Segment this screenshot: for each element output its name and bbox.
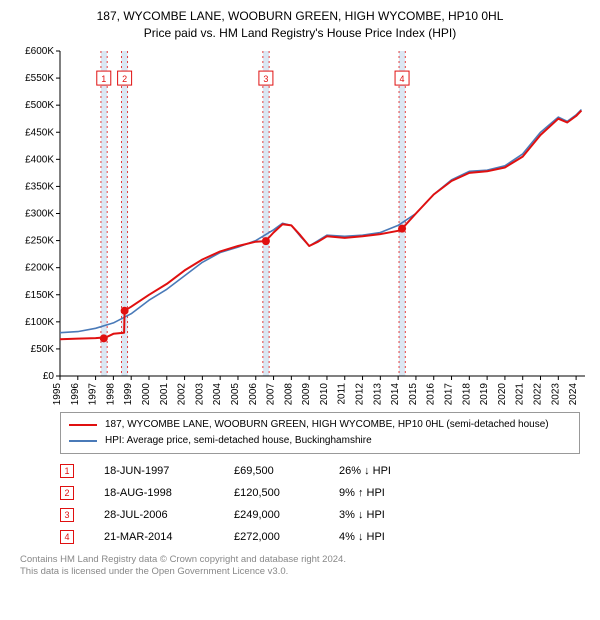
transaction-diff: 9% ↑ HPI [339, 487, 449, 499]
svg-text:2009: 2009 [301, 382, 312, 405]
transaction-diff: 26% ↓ HPI [339, 465, 449, 477]
svg-text:2017: 2017 [444, 382, 455, 405]
svg-text:2004: 2004 [212, 382, 223, 405]
transaction-date: 18-AUG-1998 [104, 487, 234, 499]
table-row: 3 28-JUL-2006 £249,000 3% ↓ HPI [60, 504, 580, 526]
svg-text:2014: 2014 [390, 382, 401, 405]
svg-text:2020: 2020 [497, 382, 508, 405]
transactions-table: 1 18-JUN-1997 £69,500 26% ↓ HPI 2 18-AUG… [60, 460, 580, 548]
svg-text:£500K: £500K [25, 100, 54, 111]
transaction-date: 21-MAR-2014 [104, 531, 234, 543]
transaction-diff: 4% ↓ HPI [339, 531, 449, 543]
transaction-marker-icon: 1 [60, 464, 74, 478]
transaction-price: £69,500 [234, 465, 339, 477]
legend-item: 187, WYCOMBE LANE, WOOBURN GREEN, HIGH W… [69, 417, 571, 433]
svg-text:2018: 2018 [461, 382, 472, 405]
legend-label: HPI: Average price, semi-detached house,… [105, 435, 372, 446]
svg-text:2016: 2016 [426, 382, 437, 405]
transaction-marker-icon: 4 [60, 530, 74, 544]
table-row: 2 18-AUG-1998 £120,500 9% ↑ HPI [60, 482, 580, 504]
footer-line-1: Contains HM Land Registry data © Crown c… [20, 554, 580, 566]
svg-text:1997: 1997 [88, 382, 99, 405]
svg-text:1995: 1995 [52, 382, 63, 405]
svg-text:£600K: £600K [25, 46, 54, 57]
footer-attribution: Contains HM Land Registry data © Crown c… [20, 554, 580, 579]
svg-text:2019: 2019 [479, 382, 490, 405]
transaction-price: £272,000 [234, 531, 339, 543]
svg-text:2006: 2006 [248, 382, 259, 405]
svg-text:2003: 2003 [194, 382, 205, 405]
svg-text:4: 4 [400, 74, 405, 84]
svg-text:1: 1 [101, 74, 106, 84]
svg-text:£0: £0 [43, 371, 55, 382]
svg-text:2022: 2022 [533, 382, 544, 405]
svg-text:1999: 1999 [123, 382, 134, 405]
svg-text:2001: 2001 [159, 382, 170, 405]
footer-line-2: This data is licensed under the Open Gov… [20, 566, 580, 578]
transaction-marker-icon: 3 [60, 508, 74, 522]
svg-text:2021: 2021 [515, 382, 526, 405]
table-row: 1 18-JUN-1997 £69,500 26% ↓ HPI [60, 460, 580, 482]
svg-text:2002: 2002 [177, 382, 188, 405]
svg-text:2013: 2013 [372, 382, 383, 405]
chart-svg: £0 £50K £100K £150K £200K £250K £300K £350K £400… [10, 46, 590, 406]
chart-title: 187, WYCOMBE LANE, WOOBURN GREEN, HIGH W… [10, 8, 590, 42]
svg-text:1996: 1996 [70, 382, 81, 405]
legend-swatch [69, 440, 97, 442]
svg-text:£50K: £50K [31, 344, 55, 355]
transaction-date: 18-JUN-1997 [104, 465, 234, 477]
svg-text:£250K: £250K [25, 235, 54, 246]
svg-text:2011: 2011 [337, 382, 348, 404]
svg-text:£300K: £300K [25, 208, 54, 219]
svg-text:2000: 2000 [141, 382, 152, 405]
svg-text:2007: 2007 [266, 382, 277, 405]
svg-text:£350K: £350K [25, 181, 54, 192]
svg-text:2010: 2010 [319, 382, 330, 405]
svg-text:2015: 2015 [408, 382, 419, 405]
legend-swatch [69, 424, 97, 426]
table-row: 4 21-MAR-2014 £272,000 4% ↓ HPI [60, 526, 580, 548]
legend-item: HPI: Average price, semi-detached house,… [69, 433, 571, 449]
svg-text:2023: 2023 [550, 382, 561, 405]
title-line-1: 187, WYCOMBE LANE, WOOBURN GREEN, HIGH W… [10, 8, 590, 25]
svg-text:2: 2 [122, 74, 127, 84]
transaction-marker-icon: 2 [60, 486, 74, 500]
svg-text:£450K: £450K [25, 127, 54, 138]
svg-text:2012: 2012 [355, 382, 366, 405]
svg-text:1998: 1998 [105, 382, 116, 405]
svg-text:£200K: £200K [25, 262, 54, 273]
svg-text:£100K: £100K [25, 316, 54, 327]
svg-text:£550K: £550K [25, 73, 54, 84]
svg-text:£150K: £150K [25, 289, 54, 300]
title-line-2: Price paid vs. HM Land Registry's House … [10, 25, 590, 42]
transaction-price: £120,500 [234, 487, 339, 499]
chart-container: 187, WYCOMBE LANE, WOOBURN GREEN, HIGH W… [0, 0, 600, 620]
svg-text:2008: 2008 [283, 382, 294, 405]
transaction-diff: 3% ↓ HPI [339, 509, 449, 521]
legend: 187, WYCOMBE LANE, WOOBURN GREEN, HIGH W… [60, 412, 580, 454]
svg-text:£400K: £400K [25, 154, 54, 165]
svg-text:3: 3 [263, 74, 268, 84]
svg-text:2005: 2005 [230, 382, 241, 405]
transaction-price: £249,000 [234, 509, 339, 521]
transaction-date: 28-JUL-2006 [104, 509, 234, 521]
svg-text:2024: 2024 [568, 382, 579, 405]
legend-label: 187, WYCOMBE LANE, WOOBURN GREEN, HIGH W… [105, 419, 549, 430]
chart-plot: £0 £50K £100K £150K £200K £250K £300K £350K £400… [10, 46, 590, 406]
